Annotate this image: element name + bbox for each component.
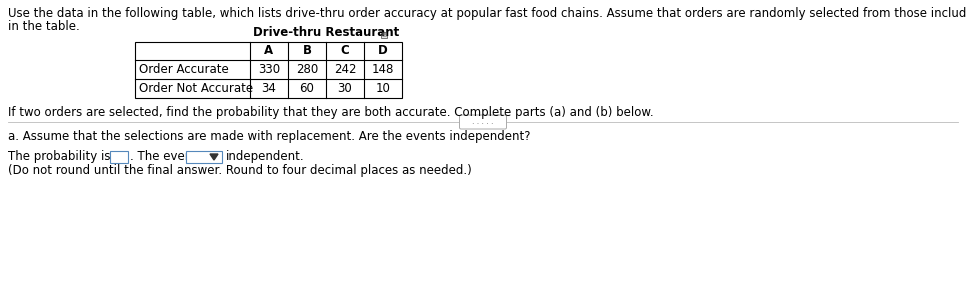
Text: 30: 30 <box>338 82 353 95</box>
Text: 280: 280 <box>296 63 318 76</box>
Bar <box>381 32 387 38</box>
Text: C: C <box>341 45 350 57</box>
Text: Drive-thru Restaurant: Drive-thru Restaurant <box>253 26 399 39</box>
Text: 148: 148 <box>372 63 394 76</box>
Text: Use the data in the following table, which lists drive-thru order accuracy at po: Use the data in the following table, whi… <box>8 7 966 20</box>
Text: independent.: independent. <box>226 150 304 163</box>
Text: (Do not round until the final answer. Round to four decimal places as needed.): (Do not round until the final answer. Ro… <box>8 164 471 177</box>
Bar <box>110 151 128 163</box>
Text: . . . . .: . . . . . <box>472 118 494 126</box>
Text: in the table.: in the table. <box>8 20 80 33</box>
Text: ▤: ▤ <box>382 33 386 37</box>
Bar <box>135 42 402 98</box>
Text: B: B <box>302 45 311 57</box>
Text: D: D <box>378 45 388 57</box>
Text: A: A <box>265 45 273 57</box>
Polygon shape <box>210 154 218 160</box>
Bar <box>186 151 222 163</box>
Text: a. Assume that the selections are made with replacement. Are the events independ: a. Assume that the selections are made w… <box>8 130 530 143</box>
Text: 242: 242 <box>333 63 356 76</box>
Text: 10: 10 <box>376 82 390 95</box>
FancyBboxPatch shape <box>460 115 506 129</box>
Text: If two orders are selected, find the probability that they are both accurate. Co: If two orders are selected, find the pro… <box>8 106 654 119</box>
Text: 330: 330 <box>258 63 280 76</box>
Text: Order Accurate: Order Accurate <box>139 63 229 76</box>
Text: 60: 60 <box>299 82 315 95</box>
Text: Order Not Accurate: Order Not Accurate <box>139 82 253 95</box>
Text: The probability is: The probability is <box>8 150 110 163</box>
Text: . The events: . The events <box>130 150 203 163</box>
Text: 34: 34 <box>262 82 276 95</box>
